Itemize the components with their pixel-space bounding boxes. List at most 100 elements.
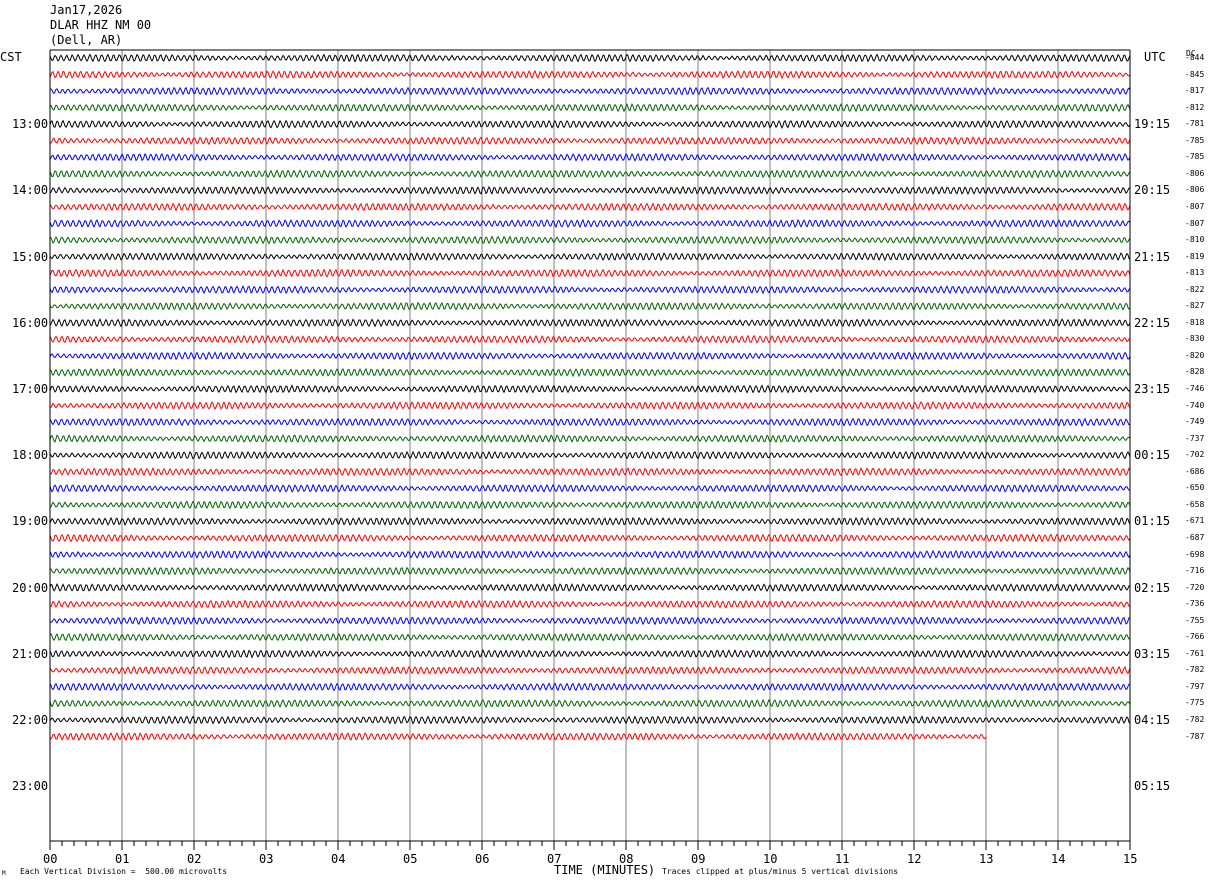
x-tick-label: 12 bbox=[907, 852, 922, 866]
utc-hour-label: 00:15 bbox=[1134, 448, 1171, 463]
trace-line bbox=[49, 136, 1131, 146]
utc-hour-label: 20:15 bbox=[1134, 183, 1171, 198]
dc-offset-label: -822 bbox=[1185, 284, 1205, 294]
dc-offset-label: -813 bbox=[1185, 268, 1205, 278]
trace-line bbox=[49, 466, 1131, 477]
x-tick-label: 08 bbox=[619, 852, 634, 866]
cst-hour-label: 22:00 bbox=[12, 713, 49, 727]
trace-line bbox=[49, 599, 1131, 609]
trace-line bbox=[49, 417, 1131, 427]
dc-offset-label: -736 bbox=[1185, 599, 1205, 609]
dc-offset-label: -687 bbox=[1185, 532, 1205, 542]
location-label: (Dell, AR) bbox=[50, 33, 123, 47]
trace-line bbox=[49, 268, 1131, 278]
cst-hour-label: 17:00 bbox=[12, 382, 49, 396]
dc-offset-label: -658 bbox=[1185, 499, 1205, 509]
trace-line bbox=[49, 86, 1131, 96]
dc-offset-label: -828 bbox=[1185, 367, 1205, 377]
dc-offset-label: -766 bbox=[1185, 632, 1205, 642]
trace-line bbox=[49, 516, 1131, 526]
cst-hour-label: 20:00 bbox=[12, 580, 49, 595]
cst-hour-label: 16:00 bbox=[12, 315, 49, 330]
dc-offset-label: -810 bbox=[1185, 235, 1205, 245]
trace-line bbox=[49, 450, 1131, 460]
x-tick-label: 02 bbox=[187, 852, 202, 866]
dc-offset-label: -761 bbox=[1185, 648, 1205, 658]
trace-line bbox=[49, 235, 1131, 245]
trace-line bbox=[49, 533, 1131, 543]
dc-offset-label: -781 bbox=[1185, 119, 1205, 129]
x-tick-label: 14 bbox=[1051, 852, 1066, 866]
dc-offset-label: -650 bbox=[1185, 483, 1205, 493]
x-tick-label: 10 bbox=[763, 852, 778, 866]
dc-offset-label: -782 bbox=[1185, 715, 1205, 724]
x-tick-label: 06 bbox=[475, 852, 490, 866]
trace-line bbox=[49, 665, 1131, 675]
dc-offset-label: -671 bbox=[1185, 516, 1205, 526]
time-axis-ticks bbox=[49, 841, 1131, 850]
dc-offset-heading: DC bbox=[1186, 49, 1196, 58]
trace-line bbox=[49, 351, 1131, 361]
utc-hour-label: 01:15 bbox=[1134, 514, 1171, 529]
trace-line bbox=[49, 433, 1131, 444]
trace-line bbox=[49, 583, 1131, 593]
cst-hour-label: 13:00 bbox=[12, 117, 49, 132]
dc-offset-label: -702 bbox=[1185, 450, 1205, 460]
dc-offset-label: -845 bbox=[1185, 69, 1205, 79]
dc-offset-label: -806 bbox=[1185, 168, 1205, 178]
utc-hour-label: 21:15 bbox=[1134, 249, 1171, 264]
dc-offset-label: -812 bbox=[1185, 102, 1205, 112]
dc-offset-label: -740 bbox=[1185, 400, 1205, 410]
date-label: Jan17,2026 bbox=[50, 3, 123, 17]
trace-line bbox=[49, 731, 987, 742]
utc-hour-label: 05:15 bbox=[1134, 779, 1171, 794]
dc-offset-label: -686 bbox=[1185, 466, 1205, 476]
dc-offset-label: -698 bbox=[1185, 549, 1205, 559]
trace-line bbox=[49, 185, 1131, 196]
cst-hour-label: 18:00 bbox=[12, 448, 49, 463]
dc-offset-label: -797 bbox=[1185, 681, 1205, 691]
cst-hour-label: 23:00 bbox=[12, 779, 49, 794]
corner-logo-mark: M bbox=[2, 870, 6, 877]
x-tick-label: 13 bbox=[979, 852, 994, 866]
x-tick-label: 11 bbox=[835, 852, 850, 866]
trace-line bbox=[49, 53, 1131, 63]
trace-line bbox=[49, 715, 1131, 725]
trace-line bbox=[49, 500, 1131, 510]
trace-line bbox=[49, 698, 1131, 709]
trace-line bbox=[49, 384, 1131, 394]
x-tick-label: 00 bbox=[43, 852, 58, 866]
dc-offset-label: -737 bbox=[1185, 433, 1205, 443]
x-tick-label: 15 bbox=[1123, 852, 1138, 866]
trace-line bbox=[49, 218, 1131, 229]
dc-offset-label: -787 bbox=[1185, 731, 1205, 741]
trace-line bbox=[49, 648, 1131, 659]
trace-line bbox=[49, 152, 1131, 163]
trace-line bbox=[49, 119, 1131, 129]
dc-offset-label: -817 bbox=[1185, 86, 1205, 96]
scale-note: Each Vertical Division = 500.00 microvol… bbox=[20, 867, 228, 876]
trace-line bbox=[49, 632, 1131, 643]
dc-offset-label: -844 bbox=[1185, 53, 1205, 62]
utc-hour-label: 02:15 bbox=[1134, 580, 1171, 595]
trace-line bbox=[49, 169, 1131, 179]
x-tick-label: 04 bbox=[331, 852, 346, 866]
clip-note: Traces clipped at plus/minus 5 vertical … bbox=[662, 867, 899, 876]
trace-line bbox=[49, 367, 1131, 378]
trace-line bbox=[49, 301, 1131, 312]
dc-offset-label: -819 bbox=[1185, 251, 1205, 261]
utc-hour-label: 03:15 bbox=[1134, 646, 1171, 661]
dc-offset-label: -830 bbox=[1185, 334, 1205, 344]
cst-hour-label: 21:00 bbox=[12, 646, 49, 661]
dc-offset-label: -807 bbox=[1185, 201, 1205, 211]
dc-offset-label: -785 bbox=[1185, 152, 1205, 162]
trace-line bbox=[49, 285, 1131, 295]
trace-line bbox=[49, 616, 1131, 626]
trace-line bbox=[49, 334, 1131, 345]
trace-line bbox=[49, 251, 1131, 262]
x-tick-label: 07 bbox=[547, 852, 562, 866]
x-tick-label: 01 bbox=[115, 852, 130, 866]
plot-frame bbox=[49, 49, 1131, 842]
x-tick-label: 05 bbox=[403, 852, 418, 866]
dc-offset-label: -827 bbox=[1185, 301, 1205, 311]
